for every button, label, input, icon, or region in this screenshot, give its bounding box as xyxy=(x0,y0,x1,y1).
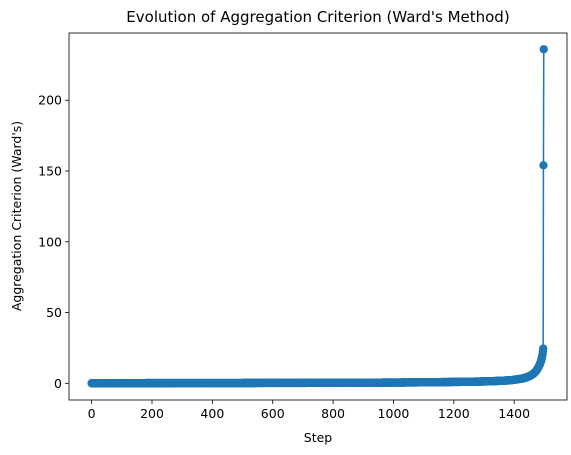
x-tick-label: 200 xyxy=(140,406,164,421)
data-point xyxy=(539,45,548,54)
x-axis-label: Step xyxy=(304,430,333,445)
series-markers xyxy=(87,45,548,388)
y-tick-label: 150 xyxy=(38,163,62,178)
chart-title: Evolution of Aggregation Criterion (Ward… xyxy=(126,8,509,26)
x-tick-label: 1200 xyxy=(438,406,470,421)
y-axis-label: Aggregation Criterion (Ward's) xyxy=(9,121,24,311)
series-line xyxy=(91,49,545,384)
plot-frame xyxy=(68,32,568,401)
y-tick-label: 50 xyxy=(46,305,62,320)
x-tick-label: 800 xyxy=(321,406,345,421)
y-tick-label: 0 xyxy=(54,376,62,391)
x-tick-label: 600 xyxy=(261,406,285,421)
data-point xyxy=(539,161,548,170)
x-tick-label: 1000 xyxy=(378,406,410,421)
data-point xyxy=(538,344,548,353)
y-tick-label: 200 xyxy=(38,93,62,108)
x-tick-label: 1400 xyxy=(498,406,530,421)
x-tick-label: 400 xyxy=(200,406,224,421)
y-tick-label: 100 xyxy=(38,234,62,249)
x-tick-label: 0 xyxy=(88,406,96,421)
